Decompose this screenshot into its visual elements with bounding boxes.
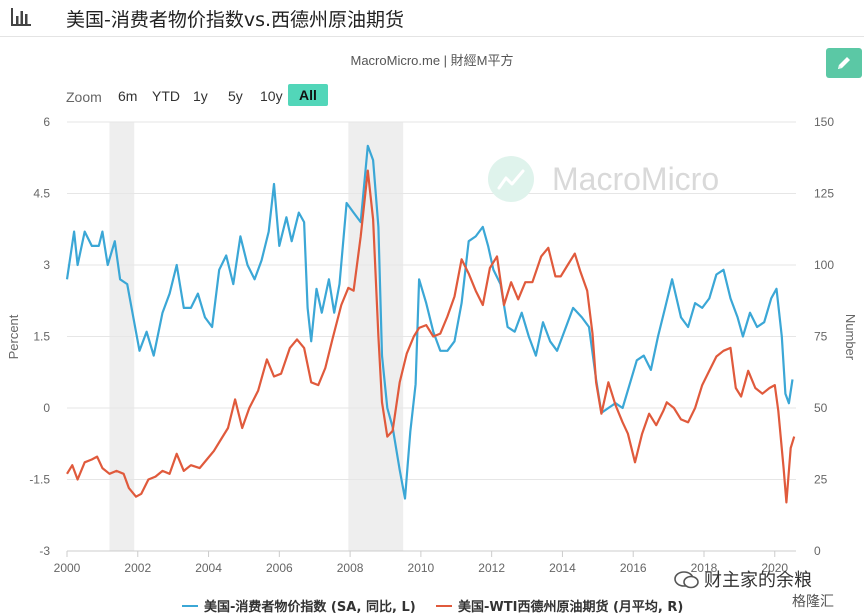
y-left-tick-label: 3 [43, 258, 50, 272]
x-tick-label: 2020 [761, 561, 788, 575]
y-right-tick-label: 75 [814, 330, 828, 344]
zoom-all-button[interactable]: All [288, 84, 328, 106]
zoom-6m-button[interactable]: 6m [118, 88, 138, 104]
corner-stamp-name: 财主家的余粮 [704, 570, 812, 591]
y-left-tick-label: -1.5 [29, 473, 50, 487]
x-tick-label: 2014 [549, 561, 576, 575]
zoom-5y-button[interactable]: 5y [228, 88, 243, 104]
bar-chart-icon [11, 8, 31, 26]
pencil-icon [838, 57, 850, 69]
series-line-cpi [65, 144, 794, 500]
y-axis-right-title: Number [843, 314, 858, 361]
y-right-tick-label: 25 [814, 473, 828, 487]
x-tick-label: 2012 [478, 561, 505, 575]
y-left-tick-label: 0 [43, 401, 50, 415]
title-bar: 美国-消费者物价指数vs.西德州原油期货 [0, 0, 864, 37]
zoom-label: Zoom [66, 89, 102, 105]
x-tick-label: 2008 [337, 561, 364, 575]
watermark-circle [488, 156, 534, 202]
series-lines [65, 144, 796, 504]
zoom-10y-button[interactable]: 10y [260, 88, 283, 104]
watermark-trend-icon [497, 169, 525, 190]
legend-swatch-wti [436, 604, 452, 607]
x-tick-label: 2016 [620, 561, 647, 575]
edit-button[interactable] [826, 48, 862, 78]
series-line-wti [66, 169, 796, 504]
page-title: 美国-消费者物价指数vs.西德州原油期货 [66, 9, 405, 31]
y-right-tick-label: 50 [814, 401, 828, 415]
legend-label-wti: 美国-WTI西德州原油期货 (月平均, R) [458, 600, 684, 615]
legend-swatch-cpi [182, 604, 198, 607]
x-tick-label: 2018 [691, 561, 718, 575]
y-right-tick-label: 125 [814, 187, 834, 201]
zoom-ytd-button[interactable]: YTD [152, 88, 180, 104]
watermark-logo [488, 156, 534, 202]
legend-item-cpi[interactable]: 美国-消费者物价指数 (SA, 同比, L) [182, 596, 416, 615]
x-tick-label: 2010 [408, 561, 435, 575]
x-tick-label: 2002 [124, 561, 151, 575]
zoom-1y-button[interactable]: 1y [193, 88, 208, 104]
x-tick-label: 2000 [54, 561, 81, 575]
y-right-tick-label: 150 [814, 115, 834, 129]
watermark-text: MacroMicro [552, 161, 720, 197]
y-right-tick-label: 100 [814, 258, 834, 272]
y-axis-left-title: Percent [6, 314, 21, 359]
legend-item-wti[interactable]: 美国-WTI西德州原油期货 (月平均, R) [436, 596, 683, 615]
y-left-tick-label: 1.5 [33, 330, 50, 344]
axes: -3 -1.5 0 1.5 3 4.5 6 0 25 50 75 100 125 150 2000 2002 2… [29, 115, 834, 575]
legend-label-cpi: 美国-消费者物价指数 (SA, 同比, L) [204, 600, 416, 615]
source-label: MacroMicro.me | 財經M平方 [350, 53, 514, 68]
x-tick-label: 2004 [195, 561, 222, 575]
y-left-tick-label: 6 [43, 115, 50, 129]
y-left-tick-label: -3 [39, 544, 50, 558]
y-right-tick-label: 0 [814, 544, 821, 558]
corner-stamp-sub: 格隆汇 [792, 594, 834, 610]
y-left-tick-label: 4.5 [33, 187, 50, 201]
wechat-icon [674, 571, 699, 589]
x-tick-label: 2006 [266, 561, 293, 575]
